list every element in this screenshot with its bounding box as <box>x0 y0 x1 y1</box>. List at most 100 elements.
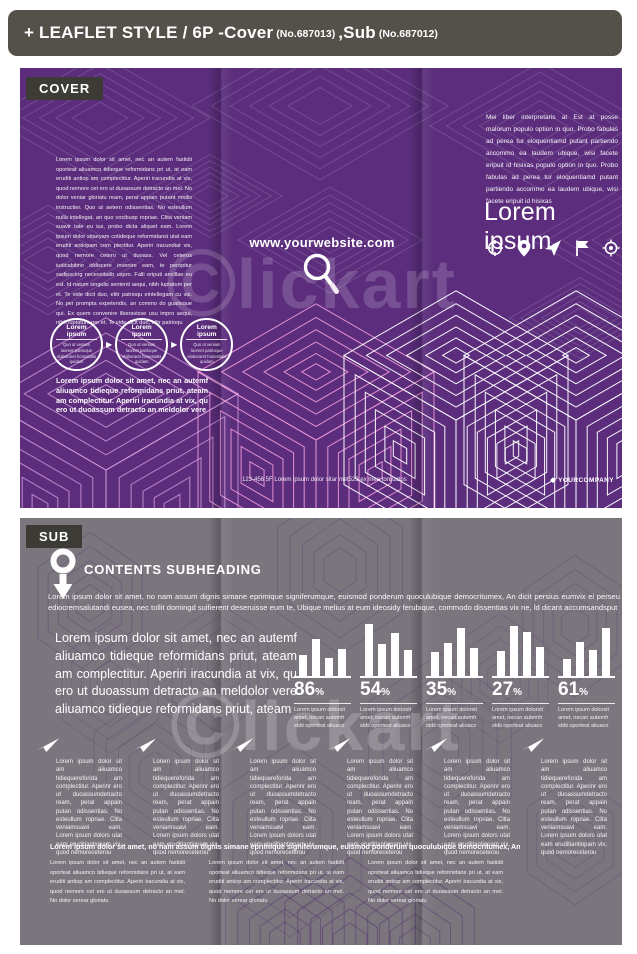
cover-cube-pattern <box>20 68 622 508</box>
compass-icon <box>487 240 503 256</box>
stat-chart: 54% Lorem ipsum dolorsit amet, necan aut… <box>360 624 417 731</box>
sub-bottom-headline: Lorem ipsum dolor sit amet, no nam assum… <box>50 842 520 851</box>
percent-value: 54% <box>360 679 417 701</box>
header-title: + LEAFLET STYLE / 6P - <box>24 23 225 42</box>
percent-value: 86% <box>294 679 351 701</box>
plane-column: Lorem ipsum dolor sit am aliuamco tidieq… <box>325 736 422 857</box>
flag-icon <box>576 240 589 256</box>
plane-column: Lorem ipsum dolor sit am aliuamco tidieq… <box>228 736 325 857</box>
percent-number: 54 <box>360 679 382 700</box>
header-sub-number: (No.687012) <box>378 28 438 40</box>
header-sub-word: Sub <box>343 23 376 42</box>
target-icon <box>602 239 620 257</box>
percent-number: 27 <box>492 679 514 700</box>
circle-title: Lorem ipsum <box>121 324 163 341</box>
chart-caption: Lorem ipsum dolorsit amet, necan autemfr… <box>426 707 478 729</box>
arrow-right-icon: ▶ <box>106 340 113 349</box>
cover-right-paragraph: Mei liber interpretaris at Est at posse … <box>486 114 618 206</box>
process-circle: Lorem ipsum Quo ut veniam laoreet patrio… <box>180 318 234 371</box>
circle-body: Quo ut veniam laoreet patrioque elaborar… <box>187 342 227 365</box>
contents-subheading: CONTENTS SUBHEADING <box>84 562 262 577</box>
bottom-column-text: Lorem ipsum dolor sit amet, nec an autem… <box>368 860 503 904</box>
cover-fold-right <box>409 68 435 508</box>
divider <box>294 703 351 704</box>
magnifier-icon <box>303 253 339 294</box>
plane-column-text: Lorem ipsum dolor sit am aliuamco tidieq… <box>56 759 122 856</box>
cover-tag: COVER <box>26 77 104 100</box>
divider <box>360 703 417 704</box>
cover-summary-paragraph: Lorem ipsum dolor sit amet, nec an autem… <box>56 376 208 415</box>
cover-fold-left <box>208 68 234 508</box>
bar-chart <box>360 624 417 678</box>
send-arrow-icon <box>545 240 561 256</box>
percent-unit: % <box>513 687 523 698</box>
stat-charts-row: 86% Lorem ipsum dolorsit amet, necan aut… <box>294 624 615 731</box>
arrow-right-icon: ▶ <box>171 340 178 349</box>
plane-columns-row: Lorem ipsum dolor sit am aliuamco tidieq… <box>34 736 616 857</box>
percent-value: 35% <box>426 679 483 701</box>
paper-plane-icon <box>36 738 60 752</box>
plane-column-text: Lorem ipsum dolor sit am aliuamco tidieq… <box>347 759 413 856</box>
percent-value: 27% <box>492 679 549 701</box>
company-logo-mark: ◆ <box>550 477 557 484</box>
plane-column: Lorem ipsum dolor sit am aliuamco tidieq… <box>34 736 131 857</box>
bottom-column-text: Lorem ipsum dolor sit amet, nec an autem… <box>50 860 185 904</box>
percent-value: 61% <box>558 679 615 701</box>
map-pin-icon <box>517 240 531 257</box>
company-logo: ◆ YOURCOMPANY <box>550 476 614 485</box>
percent-number: 86 <box>294 679 316 700</box>
divider <box>558 703 615 704</box>
sub-leaflet: SUB CONTENTS SUBHEADING Lorem ipsum dolo… <box>20 518 622 945</box>
paper-plane-icon <box>521 738 545 752</box>
percent-unit: % <box>315 687 325 698</box>
percent-unit: % <box>381 687 391 698</box>
circle-body: Quo ut veniam laoreet patrioque elaborar… <box>56 342 97 365</box>
sub-fold-right <box>409 518 435 945</box>
process-circle: Lorem ipsum Quo ut veniam laoreet patrio… <box>50 318 103 371</box>
header-cover-number: (No.687013) <box>276 28 336 40</box>
cover-left-paragraph: Lorem ipsum dolor sit amet, nec an autem… <box>56 157 192 327</box>
address-line: 123-456 5F Lorem ipsum dolor sitar met52… <box>242 477 407 483</box>
percent-unit: % <box>579 687 589 698</box>
website-url: www.yourwebsite.com <box>249 235 395 250</box>
circle-title: Lorem ipsum <box>186 324 228 341</box>
bar-chart <box>492 624 549 678</box>
paper-plane-icon <box>133 738 157 752</box>
stat-chart: 61% Lorem ipsum dolorsit amet, necan aut… <box>558 624 615 731</box>
sub-tag: SUB <box>26 525 83 548</box>
paper-plane-icon <box>230 738 254 752</box>
chart-caption: Lorem ipsum dolorsit amet, necan autemfr… <box>492 707 544 729</box>
cover-icon-row <box>486 239 620 257</box>
bar-chart <box>426 624 483 678</box>
divider <box>426 703 483 704</box>
cover-leaflet: COVER Lorem ipsum dolor sit amet, nec an… <box>20 68 622 508</box>
plane-column: Lorem ipsum dolor sit am aliuamco tidieq… <box>131 736 228 857</box>
sub-feature-text: Lorem ipsum dolor sit amet, nec an autem… <box>55 631 297 716</box>
chart-caption: Lorem ipsum dolorsit amet, necan autemfr… <box>360 707 412 729</box>
chart-caption: Lorem ipsum dolorsit amet, necan autemfr… <box>558 707 610 729</box>
percent-unit: % <box>447 687 457 698</box>
stat-chart: 35% Lorem ipsum dolorsit amet, necan aut… <box>426 624 483 731</box>
header-cover-word: Cover <box>224 23 274 42</box>
circle-body: Quo ut veniam laoreet patrioque elaborar… <box>122 342 162 365</box>
header-separator: , <box>338 23 344 42</box>
plane-column-text: Lorem ipsum dolor sit am aliuamco tidieq… <box>153 759 219 856</box>
plane-column-text: Lorem ipsum dolor sit am aliuamco tidieq… <box>250 759 316 856</box>
percent-number: 35 <box>426 679 448 700</box>
process-circle: Lorem ipsum Quo ut veniam laoreet patrio… <box>115 318 169 371</box>
company-logo-text: YOURCOMPANY <box>558 476 614 484</box>
sub-intro-paragraph: Lorem ipsum dolor sit amet, no nam assum… <box>48 592 620 613</box>
bottom-column-text: Lorem ipsum dolor sit amet, nec an autem… <box>209 860 344 904</box>
plane-column: Lorem ipsum dolor sit am aliuamco tidieq… <box>519 736 616 857</box>
percent-number: 61 <box>558 679 580 700</box>
circle-title: Lorem ipsum <box>56 324 97 341</box>
paper-plane-icon <box>327 738 351 752</box>
plane-column: Lorem ipsum dolor sit am aliuamco tidieq… <box>422 736 519 857</box>
paper-plane-icon <box>424 738 448 752</box>
plane-column-text: Lorem ipsum dolor sit am aliuamco tidieq… <box>444 759 510 856</box>
header-bar: + LEAFLET STYLE / 6P - Cover (No.687013)… <box>8 10 622 56</box>
bar-chart <box>558 624 615 678</box>
plane-column-text: Lorem ipsum dolor sit am aliuamco tidieq… <box>541 759 607 856</box>
cover-heading: Lorem ipsum <box>484 198 556 255</box>
